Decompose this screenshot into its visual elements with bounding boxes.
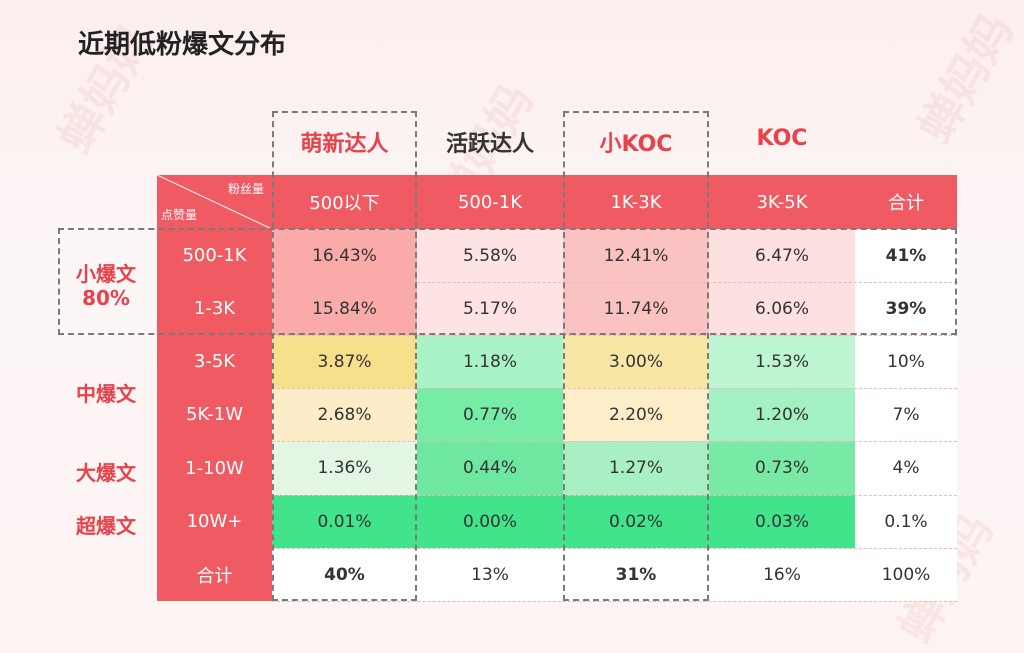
heatmap-cell: 16%: [709, 548, 855, 601]
row-header: 10W+: [157, 495, 272, 548]
column-header: 3K-5K: [709, 175, 855, 229]
heatmap-cell: 16.43%: [272, 229, 417, 282]
heatmap-cell: 15.84%: [272, 282, 417, 335]
heatmap-cell: 0.03%: [709, 495, 855, 548]
heatmap-cell: 0.73%: [709, 441, 855, 495]
heatmap-cell: 41%: [855, 229, 957, 282]
dashed-highlight-box: [58, 228, 957, 335]
dashed-highlight-box: [563, 111, 709, 601]
heatmap-cell: 1.53%: [709, 335, 855, 388]
row-header: 500-1K: [157, 229, 272, 282]
heatmap-cell: 4%: [855, 441, 957, 495]
heatmap-cell: 13%: [417, 548, 563, 601]
heatmap-cell: 3.00%: [563, 335, 709, 388]
row-header: 合计: [157, 548, 272, 601]
heatmap-cell: 10%: [855, 335, 957, 388]
heatmap-cell: 6.47%: [709, 229, 855, 282]
page-title: 近期低粉爆文分布: [78, 30, 287, 60]
heatmap-cell: 2.68%: [272, 388, 417, 441]
heatmap-cell: 11.74%: [563, 282, 709, 335]
heatmap-cell: 12.41%: [563, 229, 709, 282]
row-separator: [272, 548, 957, 549]
heatmap-cell: 0.44%: [417, 441, 563, 495]
column-header: 1K-3K: [563, 175, 709, 229]
heatmap-cell: 3.87%: [272, 335, 417, 388]
dashed-highlight-box: [272, 111, 417, 601]
category-label: 小爆文: [76, 262, 136, 286]
heatmap-cell: 5.58%: [417, 229, 563, 282]
column-header: 合计: [855, 175, 957, 229]
row-separator: [272, 495, 957, 496]
column-header: 500-1K: [417, 175, 563, 229]
heatmap-cell: 6.06%: [709, 282, 855, 335]
row-separator: [272, 441, 957, 442]
heatmap-cell: 1.27%: [563, 441, 709, 495]
row-header: 1-10W: [157, 441, 272, 495]
row-header: 5K-1W: [157, 388, 272, 441]
fans-axis-label: 粉丝量: [227, 182, 264, 196]
category-label: 大爆文: [76, 461, 136, 485]
heatmap-cell: 0.01%: [272, 495, 417, 548]
heatmap-cell: 0.1%: [855, 495, 957, 548]
heatmap-cell: 1.20%: [709, 388, 855, 441]
row-separator: [272, 335, 957, 336]
category-label: 超爆文: [76, 514, 136, 538]
heatmap-cell: 39%: [855, 282, 957, 335]
row-separator: [272, 282, 957, 283]
column-header: 500以下: [272, 175, 417, 229]
heatmap-cell: 2.20%: [563, 388, 709, 441]
row-header: 1-3K: [157, 282, 272, 335]
likes-axis-label: 点赞量: [161, 208, 198, 222]
heatmap-cell: 7%: [855, 388, 957, 441]
heatmap-cell: 40%: [272, 548, 417, 601]
group-header: 小KOC: [599, 132, 673, 157]
category-percent: 80%: [82, 286, 130, 310]
row-separator: [272, 388, 957, 389]
group-header: KOC: [756, 126, 808, 151]
heatmap-cell: 0.02%: [563, 495, 709, 548]
corner-header: 粉丝量 点赞量: [157, 175, 272, 229]
category-label: 中爆文: [76, 382, 136, 406]
group-header: 活跃达人: [445, 132, 534, 157]
heatmap-cell: 1.36%: [272, 441, 417, 495]
diagonal-divider: [157, 175, 272, 229]
heatmap-cell: 31%: [563, 548, 709, 601]
heatmap-cell: 5.17%: [417, 282, 563, 335]
group-header: 萌新达人: [300, 132, 389, 157]
heatmap-cell: 0.77%: [417, 388, 563, 441]
heatmap-cell: 100%: [855, 548, 957, 601]
row-separator: [272, 601, 957, 602]
row-header: 3-5K: [157, 335, 272, 388]
heatmap-cell: 0.00%: [417, 495, 563, 548]
heatmap-cell: 1.18%: [417, 335, 563, 388]
